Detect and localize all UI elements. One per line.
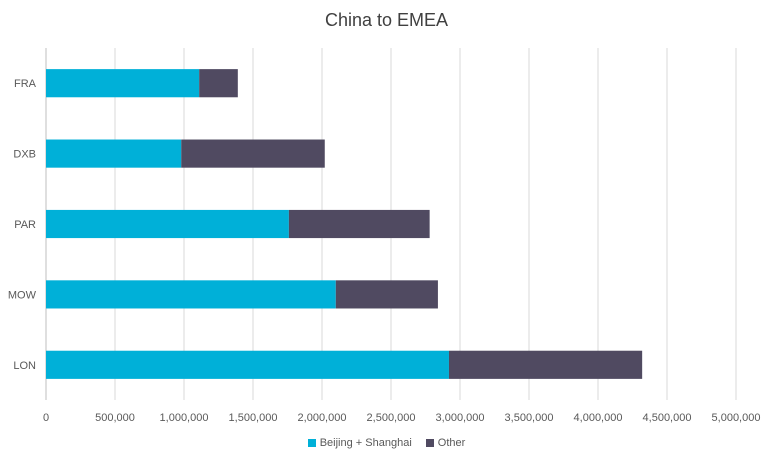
legend-label: Other bbox=[437, 437, 466, 449]
legend: Beijing + Shanghai Other bbox=[0, 437, 773, 450]
bar-segment bbox=[46, 350, 449, 379]
bar-segment bbox=[448, 350, 643, 379]
legend-item: Beijing + Shanghai bbox=[307, 437, 412, 449]
chart-title: China to EMEA bbox=[324, 10, 449, 30]
category-labels: FRA DXB PAR MOW LON bbox=[8, 78, 37, 372]
bar-segment bbox=[335, 280, 438, 309]
legend-label: Beijing + Shanghai bbox=[319, 437, 412, 449]
category-label: FRA bbox=[14, 78, 37, 90]
x-tick-labels: 0 500,000 1,000,000 1,500,000 2,000,000 2,500… bbox=[43, 412, 761, 424]
category-label: DXB bbox=[13, 149, 36, 161]
bar-segment bbox=[46, 69, 200, 98]
bar-segment bbox=[181, 139, 325, 168]
x-tick-label: 2,500,000 bbox=[367, 412, 416, 424]
x-tick-label: 4,500,000 bbox=[643, 412, 692, 424]
category-label: PAR bbox=[14, 219, 36, 231]
x-tick-label: 1,500,000 bbox=[229, 412, 278, 424]
legend-swatch bbox=[307, 439, 316, 447]
bar-segment bbox=[199, 69, 238, 98]
bar-segment bbox=[46, 280, 336, 309]
category-label: MOW bbox=[8, 289, 37, 301]
x-tick-label: 1,000,000 bbox=[160, 412, 209, 424]
x-tick-label: 3,500,000 bbox=[505, 412, 554, 424]
x-tick-label: 2,000,000 bbox=[298, 412, 347, 424]
bar-segment bbox=[288, 209, 430, 239]
x-tick-label: 500,000 bbox=[95, 412, 135, 424]
x-tick-label: 3,000,000 bbox=[436, 412, 485, 424]
category-label: LON bbox=[13, 360, 36, 372]
x-tick-label: 0 bbox=[43, 412, 49, 424]
bars bbox=[46, 69, 643, 379]
legend-item: Other bbox=[425, 437, 466, 449]
legend-swatch bbox=[425, 439, 434, 447]
bar-segment bbox=[46, 139, 182, 168]
x-tick-label: 5,000,000 bbox=[712, 412, 761, 424]
x-tick-label: 4,000,000 bbox=[574, 412, 623, 424]
bar-segment bbox=[46, 209, 289, 239]
